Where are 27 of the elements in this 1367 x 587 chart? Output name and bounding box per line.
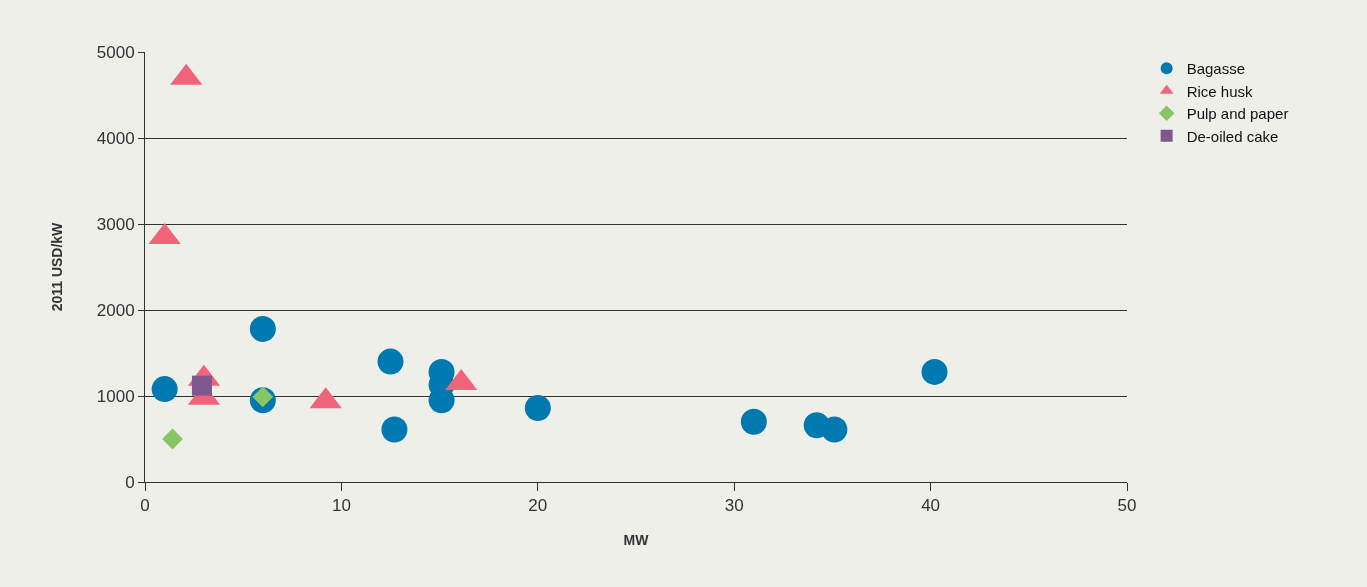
y-tick-label: 2000 — [96, 300, 135, 320]
x-tick-label: 40 — [921, 496, 941, 516]
y-tick-label: 4000 — [96, 128, 135, 148]
y-tick-label: 5000 — [96, 42, 135, 62]
point — [151, 376, 178, 403]
point — [921, 358, 948, 385]
point — [524, 395, 551, 422]
x-tick-label: 10 — [331, 496, 351, 516]
x-tick-label: 30 — [724, 496, 744, 516]
point — [381, 416, 408, 443]
legend-label: Rice husk — [1186, 82, 1253, 100]
y-tick-label: 0 — [125, 472, 135, 492]
y-tick-label: 1000 — [96, 386, 135, 406]
point — [740, 408, 767, 435]
y-tick-label: 3000 — [96, 214, 135, 234]
x-tick-label: 0 — [140, 496, 150, 516]
point — [377, 348, 404, 375]
x-tick-label: 50 — [1117, 496, 1137, 516]
x-axis-title: MW — [623, 531, 650, 548]
point — [162, 428, 183, 450]
point — [249, 315, 276, 342]
legend-label: De-oiled cake — [1186, 127, 1279, 145]
y-axis-title: 2011 USD/kW — [49, 221, 66, 312]
legend-label: Pulp and paper — [1186, 105, 1289, 123]
legend-label: Bagasse — [1186, 60, 1246, 78]
x-tick-label: 20 — [528, 496, 548, 516]
point — [821, 416, 848, 443]
